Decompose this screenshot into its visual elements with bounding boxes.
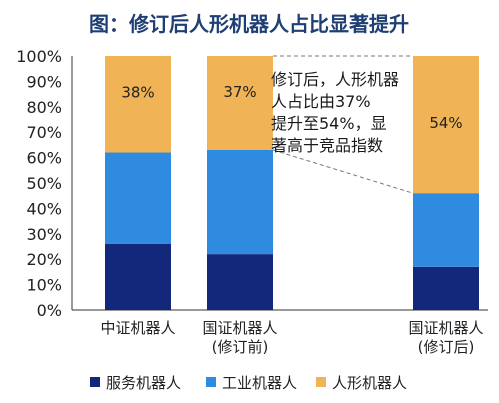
bar-segment-service — [105, 243, 171, 310]
y-tick-label: 90% — [26, 72, 62, 91]
bar-segment-industrial — [413, 193, 479, 267]
chart-title: 图：修订后人形机器人占比显著提升 — [89, 12, 409, 36]
y-tick-label: 40% — [26, 199, 62, 218]
bar-segment-humanoid — [207, 56, 273, 150]
legend-label: 服务机器人 — [106, 374, 181, 392]
data-label: 37% — [223, 83, 256, 101]
data-label: 38% — [121, 84, 154, 102]
legend-swatch — [206, 377, 216, 387]
annotation-text: 著高于竞品指数 — [271, 136, 383, 155]
category-label: 国证机器人 — [408, 319, 483, 337]
y-tick-label: 60% — [26, 149, 62, 168]
y-tick-label: 70% — [26, 123, 62, 142]
bar-segment-industrial — [105, 152, 171, 244]
category-label: (修订后) — [418, 338, 475, 356]
legend-label: 工业机器人 — [222, 374, 297, 392]
connector-line-bottom — [272, 149, 414, 194]
bar-segment-service — [207, 254, 273, 310]
y-tick-label: 0% — [37, 301, 62, 320]
legend-swatch — [90, 377, 100, 387]
bar-segment-humanoid — [413, 56, 479, 194]
category-label: 中证机器人 — [100, 319, 175, 337]
data-label: 54% — [429, 114, 462, 132]
y-tick-label: 30% — [26, 225, 62, 244]
bar-segment-industrial — [207, 149, 273, 255]
category-label: 国证机器人 — [202, 319, 277, 337]
annotation-text: 提升至54%，显 — [271, 114, 387, 133]
legend-label: 人形机器人 — [332, 374, 407, 392]
category-label: (修订前) — [212, 338, 269, 356]
bar-segment-service — [413, 266, 479, 310]
annotation-text: 修订后，人形机器 — [271, 70, 399, 89]
bars-layer: 38% 37% 54% — [105, 56, 479, 310]
axis-layer: 0% 10% 20% 30% 40% 50% 60% 70% 80% 90% 100% 中证机器人 国证… — [16, 47, 488, 356]
y-tick-label: 50% — [26, 174, 62, 193]
annotation-text: 人占比由37% — [271, 92, 371, 111]
y-tick-label: 100% — [16, 47, 62, 66]
bar-segment-humanoid — [105, 56, 171, 153]
legend: 服务机器人 工业机器人 人形机器人 — [90, 374, 407, 392]
y-tick-label: 80% — [26, 98, 62, 117]
legend-swatch — [316, 377, 326, 387]
y-tick-label: 10% — [26, 276, 62, 295]
y-tick-label: 20% — [26, 250, 62, 269]
